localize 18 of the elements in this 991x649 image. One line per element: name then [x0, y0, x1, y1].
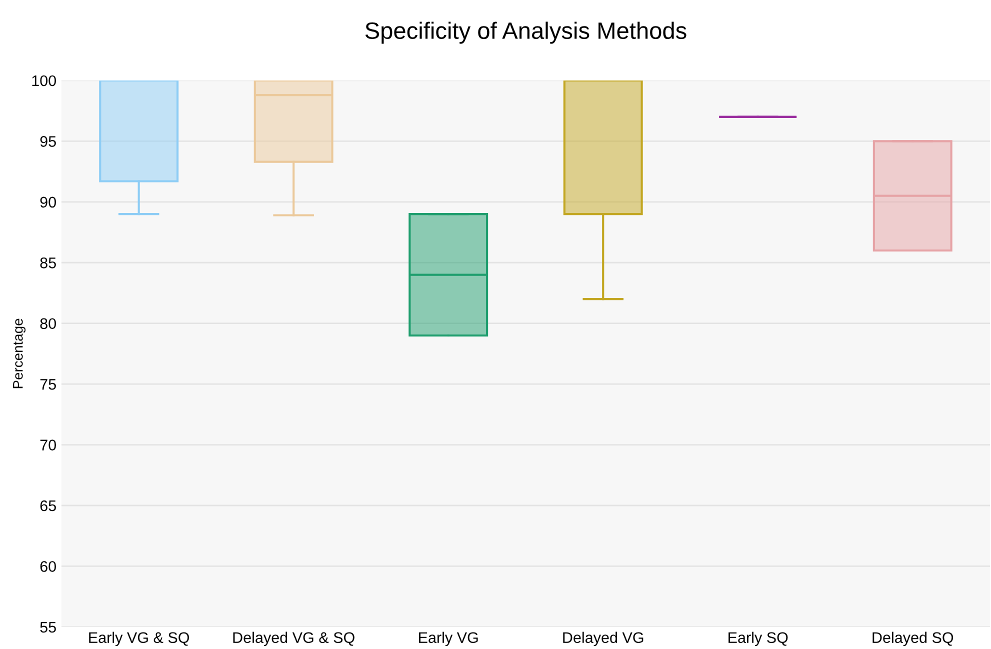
y-tick-label: 65 — [40, 500, 56, 512]
x-tick-label: Delayed SQ — [872, 632, 954, 646]
x-tick-label: Early VG & SQ — [89, 632, 190, 646]
y-tick-label: 95 — [40, 136, 56, 147]
y-tick-label: 60 — [40, 561, 56, 572]
y-tick-label: 70 — [40, 440, 56, 450]
x-tick-label: Delayed VG — [563, 632, 644, 646]
y-tick-label: 80 — [40, 318, 56, 330]
y-tick-label: 55 — [40, 622, 56, 633]
y-tick-label: 85 — [40, 257, 56, 268]
chart-title: Specificity of Analysis Methods — [365, 22, 686, 44]
x-tick-label: Early VG — [419, 632, 478, 646]
x-tick-label: Delayed VG & SQ — [233, 632, 354, 646]
x-tick-label: Early SQ — [728, 632, 788, 646]
y-axis-title: Percentage — [13, 318, 26, 388]
y-tick-label: 90 — [40, 196, 56, 208]
y-tick-label: 75 — [40, 379, 56, 390]
y-tick-label: 100 — [32, 75, 56, 86]
